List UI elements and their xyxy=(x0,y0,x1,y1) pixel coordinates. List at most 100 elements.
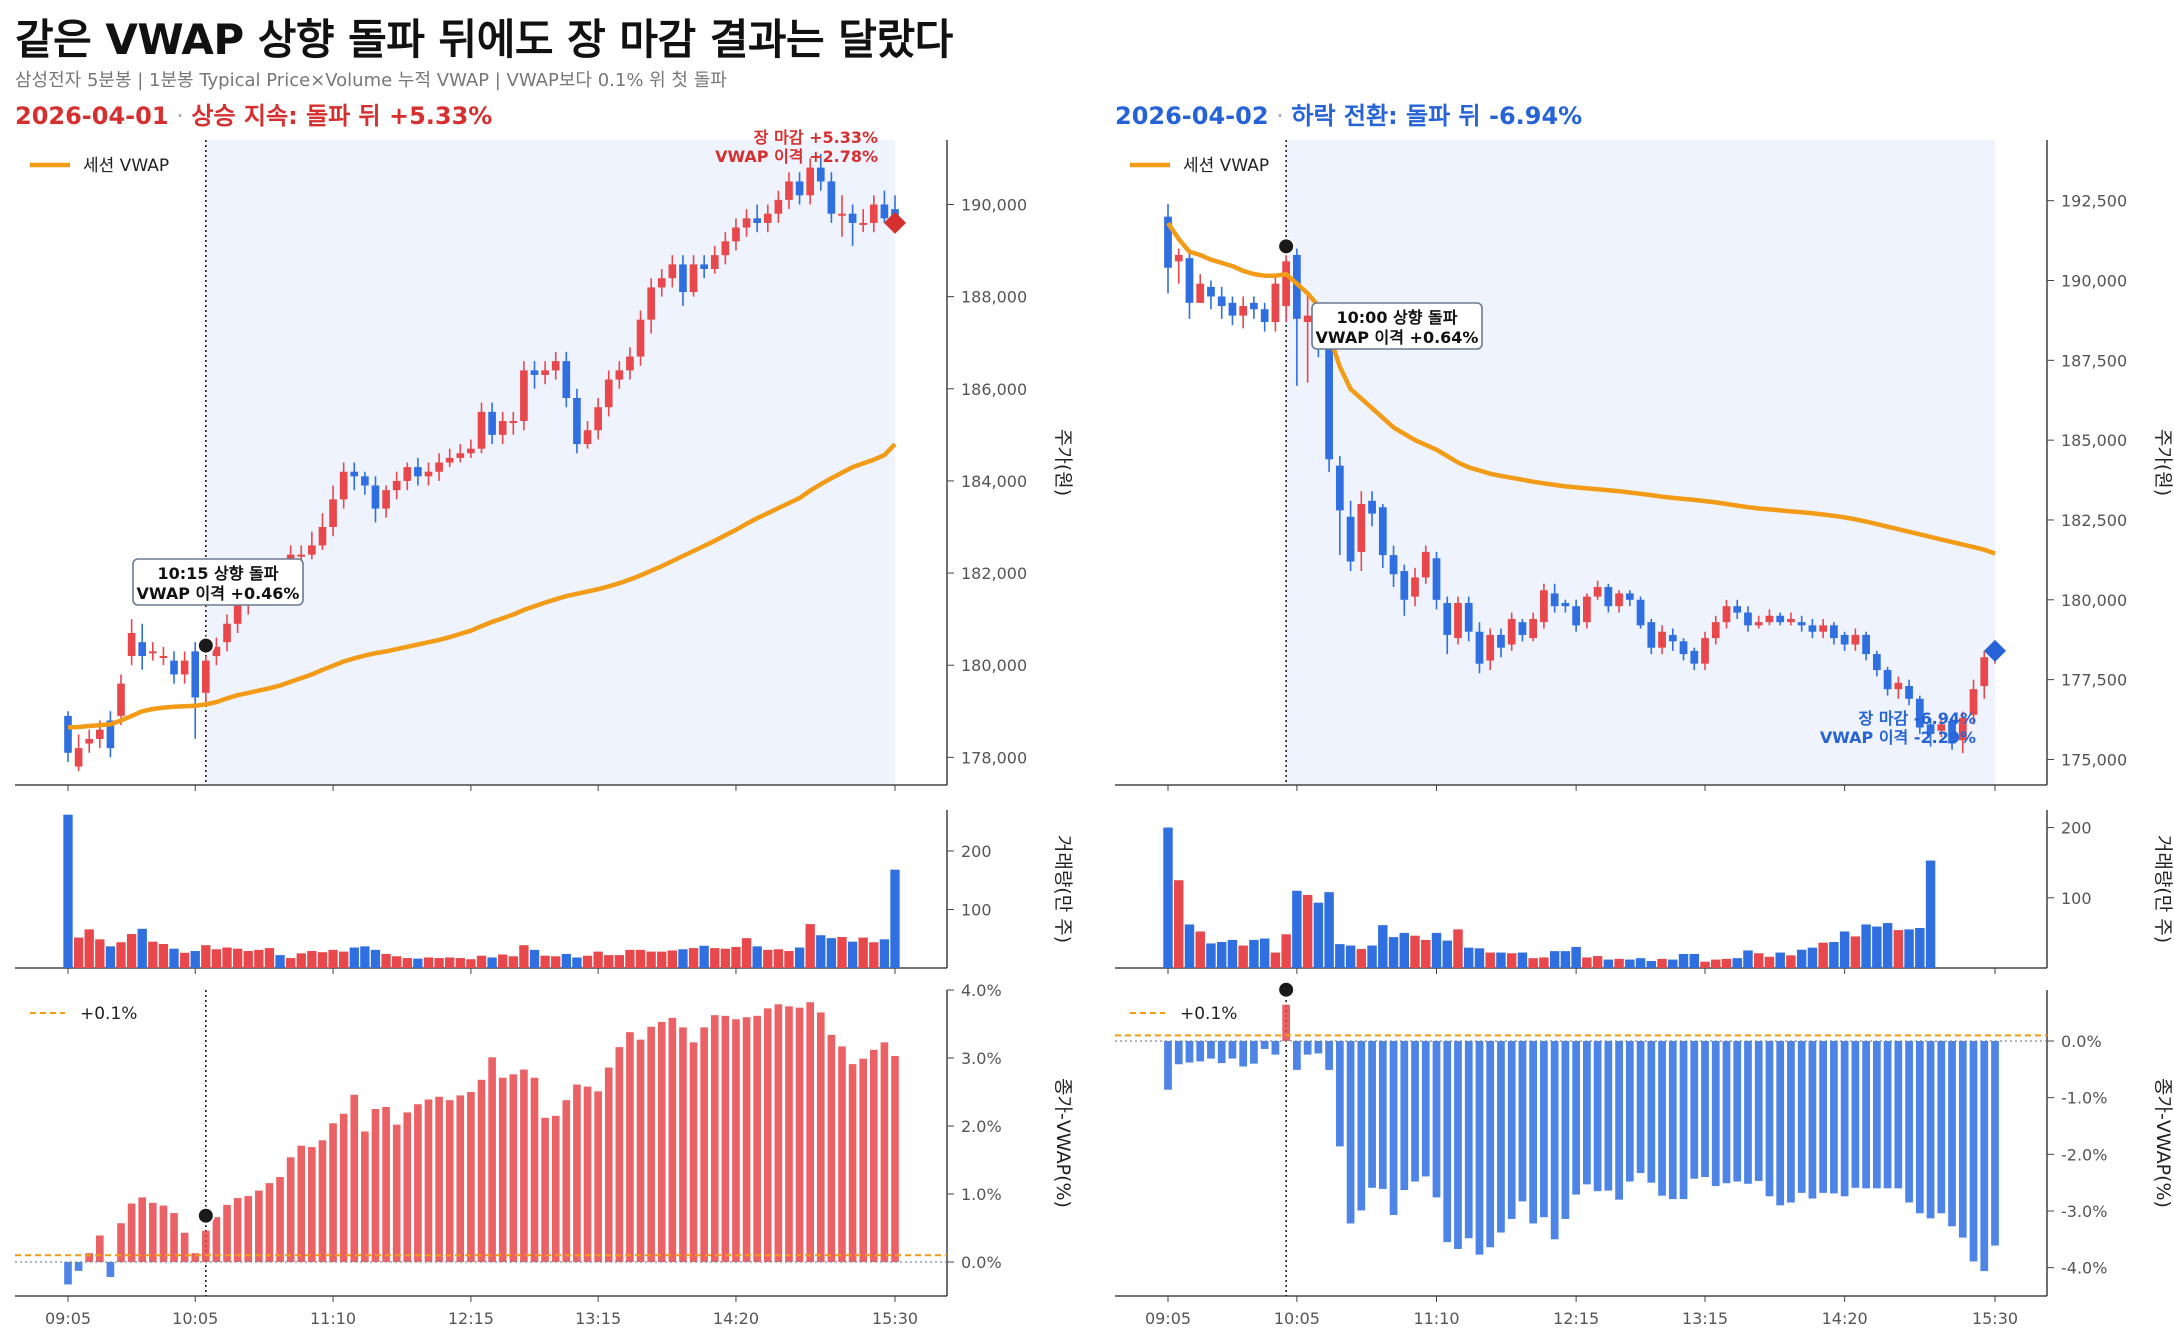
right-volume-bar xyxy=(1721,958,1732,968)
left-candle-body xyxy=(689,264,698,293)
left-diff-bar xyxy=(265,1183,274,1262)
left-diff-bar xyxy=(350,1094,359,1262)
left-candle-body xyxy=(551,361,560,371)
right-candle-body xyxy=(1765,615,1774,623)
right-volume-bar xyxy=(1410,935,1420,968)
right-diff-bar xyxy=(1325,1041,1333,1070)
right-candle-body xyxy=(1303,315,1312,323)
left-volume-bar xyxy=(847,941,858,968)
left-diff-bar xyxy=(95,1235,104,1262)
left-volume-bar xyxy=(667,950,678,968)
left-candle-body xyxy=(74,748,83,767)
right-candle-body xyxy=(1475,631,1484,664)
right-diff-bar xyxy=(1679,1041,1688,1200)
left-diff-bar xyxy=(127,1203,136,1262)
right-candle-body xyxy=(1647,622,1656,648)
left-volume-bar xyxy=(731,946,741,968)
left-candle-body xyxy=(382,490,390,509)
right-diff-bar xyxy=(1958,1041,1967,1238)
left-breakout-marker xyxy=(196,636,215,655)
right-price-tick-label: 175,000 xyxy=(2061,750,2127,769)
right-candle-body xyxy=(1883,670,1892,690)
right-volume-bar xyxy=(1238,945,1248,968)
left-diff-bar xyxy=(117,1223,125,1262)
left-diff-bar xyxy=(615,1047,624,1262)
left-diff-bar xyxy=(583,1086,592,1262)
right-volume-bar xyxy=(1775,952,1785,968)
left-candle-body xyxy=(785,181,793,200)
right-volume-bar xyxy=(1528,958,1538,968)
left-diff-bar xyxy=(106,1262,115,1277)
left-candle-body xyxy=(742,218,751,228)
left-volume-bar xyxy=(211,949,222,968)
left-candle-body xyxy=(636,319,645,357)
right-candle-body xyxy=(1797,622,1806,626)
right-volume-bar xyxy=(1216,942,1227,968)
right-volume-bar xyxy=(1915,927,1925,968)
right-diff-bar xyxy=(1174,1041,1183,1065)
right-breakout-callout-line2: VWAP 이격 +0.64% xyxy=(1316,328,1479,347)
left-diff-bar xyxy=(838,1046,846,1262)
right-diff-bar xyxy=(1733,1041,1742,1182)
left-volume-bar xyxy=(275,955,285,968)
left-volume-bar xyxy=(869,942,879,968)
left-volume-bar xyxy=(434,958,444,968)
right-candle-body xyxy=(1368,500,1376,514)
left-price-tick-label: 178,000 xyxy=(961,748,1027,767)
right-volume-bar xyxy=(1227,939,1238,968)
right-candle-body xyxy=(1915,698,1924,728)
left-volume-bar xyxy=(773,949,784,968)
right-volume-bar xyxy=(1882,923,1893,968)
left-diff-bar xyxy=(530,1077,539,1262)
right-candle-body xyxy=(1969,689,1978,715)
right-price-tick-label: 190,000 xyxy=(2061,271,2127,290)
right-post-breakout-shade xyxy=(1286,140,1995,785)
left-volume-bar xyxy=(646,951,656,968)
left-volume-bar xyxy=(487,957,497,968)
right-candle-body xyxy=(1851,634,1860,645)
right-candle-body xyxy=(1507,618,1516,645)
right-volume-bar xyxy=(1732,958,1742,968)
left-candle-body xyxy=(212,646,221,656)
right-x-tick-label: 09:05 xyxy=(1145,1309,1191,1328)
left-candle-body xyxy=(488,411,496,435)
right-candle-body xyxy=(1787,618,1795,623)
right-diff-bar xyxy=(1529,1041,1538,1224)
right-diff-bar xyxy=(1754,1041,1763,1181)
left-volume-bar xyxy=(688,948,699,968)
right-volume-bar xyxy=(1743,950,1753,968)
right-diff-bar xyxy=(1335,1041,1344,1147)
right-volume-bar xyxy=(1893,930,1904,968)
right-volume-bar xyxy=(1485,952,1495,968)
right-x-tick-label: 14:20 xyxy=(1822,1309,1868,1328)
right-volume-bar xyxy=(1195,931,1205,968)
left-volume-bar xyxy=(720,948,731,968)
right-candle-body xyxy=(1625,593,1634,600)
right-candle-body xyxy=(1389,555,1398,575)
left-diff-bar xyxy=(435,1096,443,1262)
left-diff-bar xyxy=(414,1104,422,1262)
left-volume-bar xyxy=(169,948,179,968)
right-diff-tick-label: -1.0% xyxy=(2061,1089,2107,1108)
left-volume-bar xyxy=(307,951,317,968)
left-diff-bar xyxy=(223,1204,231,1262)
right-volume-bar xyxy=(1549,951,1560,968)
left-volume-bar xyxy=(625,949,635,968)
left-panel-sep: · xyxy=(168,102,192,130)
left-volume-bar xyxy=(339,951,349,968)
left-candle-body xyxy=(562,361,571,398)
right-diff-bar xyxy=(1615,1041,1623,1200)
left-volume-bar xyxy=(105,946,116,968)
left-diff-bar xyxy=(212,1217,221,1262)
right-candle-body xyxy=(1593,587,1602,597)
left-volume-bar xyxy=(551,956,561,968)
left-candle-body xyxy=(339,471,348,500)
left-diff-bar xyxy=(498,1077,507,1262)
left-price-tick-label: 186,000 xyxy=(961,380,1027,399)
right-diff-bar xyxy=(1980,1041,1989,1272)
right-candle-body xyxy=(1454,602,1462,639)
left-volume-bar xyxy=(678,949,688,968)
right-candle-body xyxy=(1744,612,1752,626)
left-diff-bar xyxy=(318,1140,327,1262)
